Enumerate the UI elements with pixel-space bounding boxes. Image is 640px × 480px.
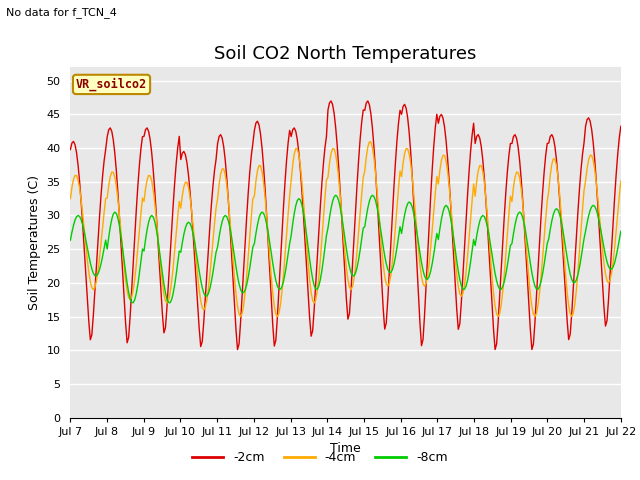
Title: Soil CO2 North Temperatures: Soil CO2 North Temperatures [214, 45, 477, 63]
Text: VR_soilco2: VR_soilco2 [76, 78, 147, 91]
Text: No data for f_TCN_4: No data for f_TCN_4 [6, 7, 117, 18]
Legend: -2cm, -4cm, -8cm: -2cm, -4cm, -8cm [187, 446, 453, 469]
Y-axis label: Soil Temperatures (C): Soil Temperatures (C) [28, 175, 41, 310]
X-axis label: Time: Time [330, 442, 361, 455]
